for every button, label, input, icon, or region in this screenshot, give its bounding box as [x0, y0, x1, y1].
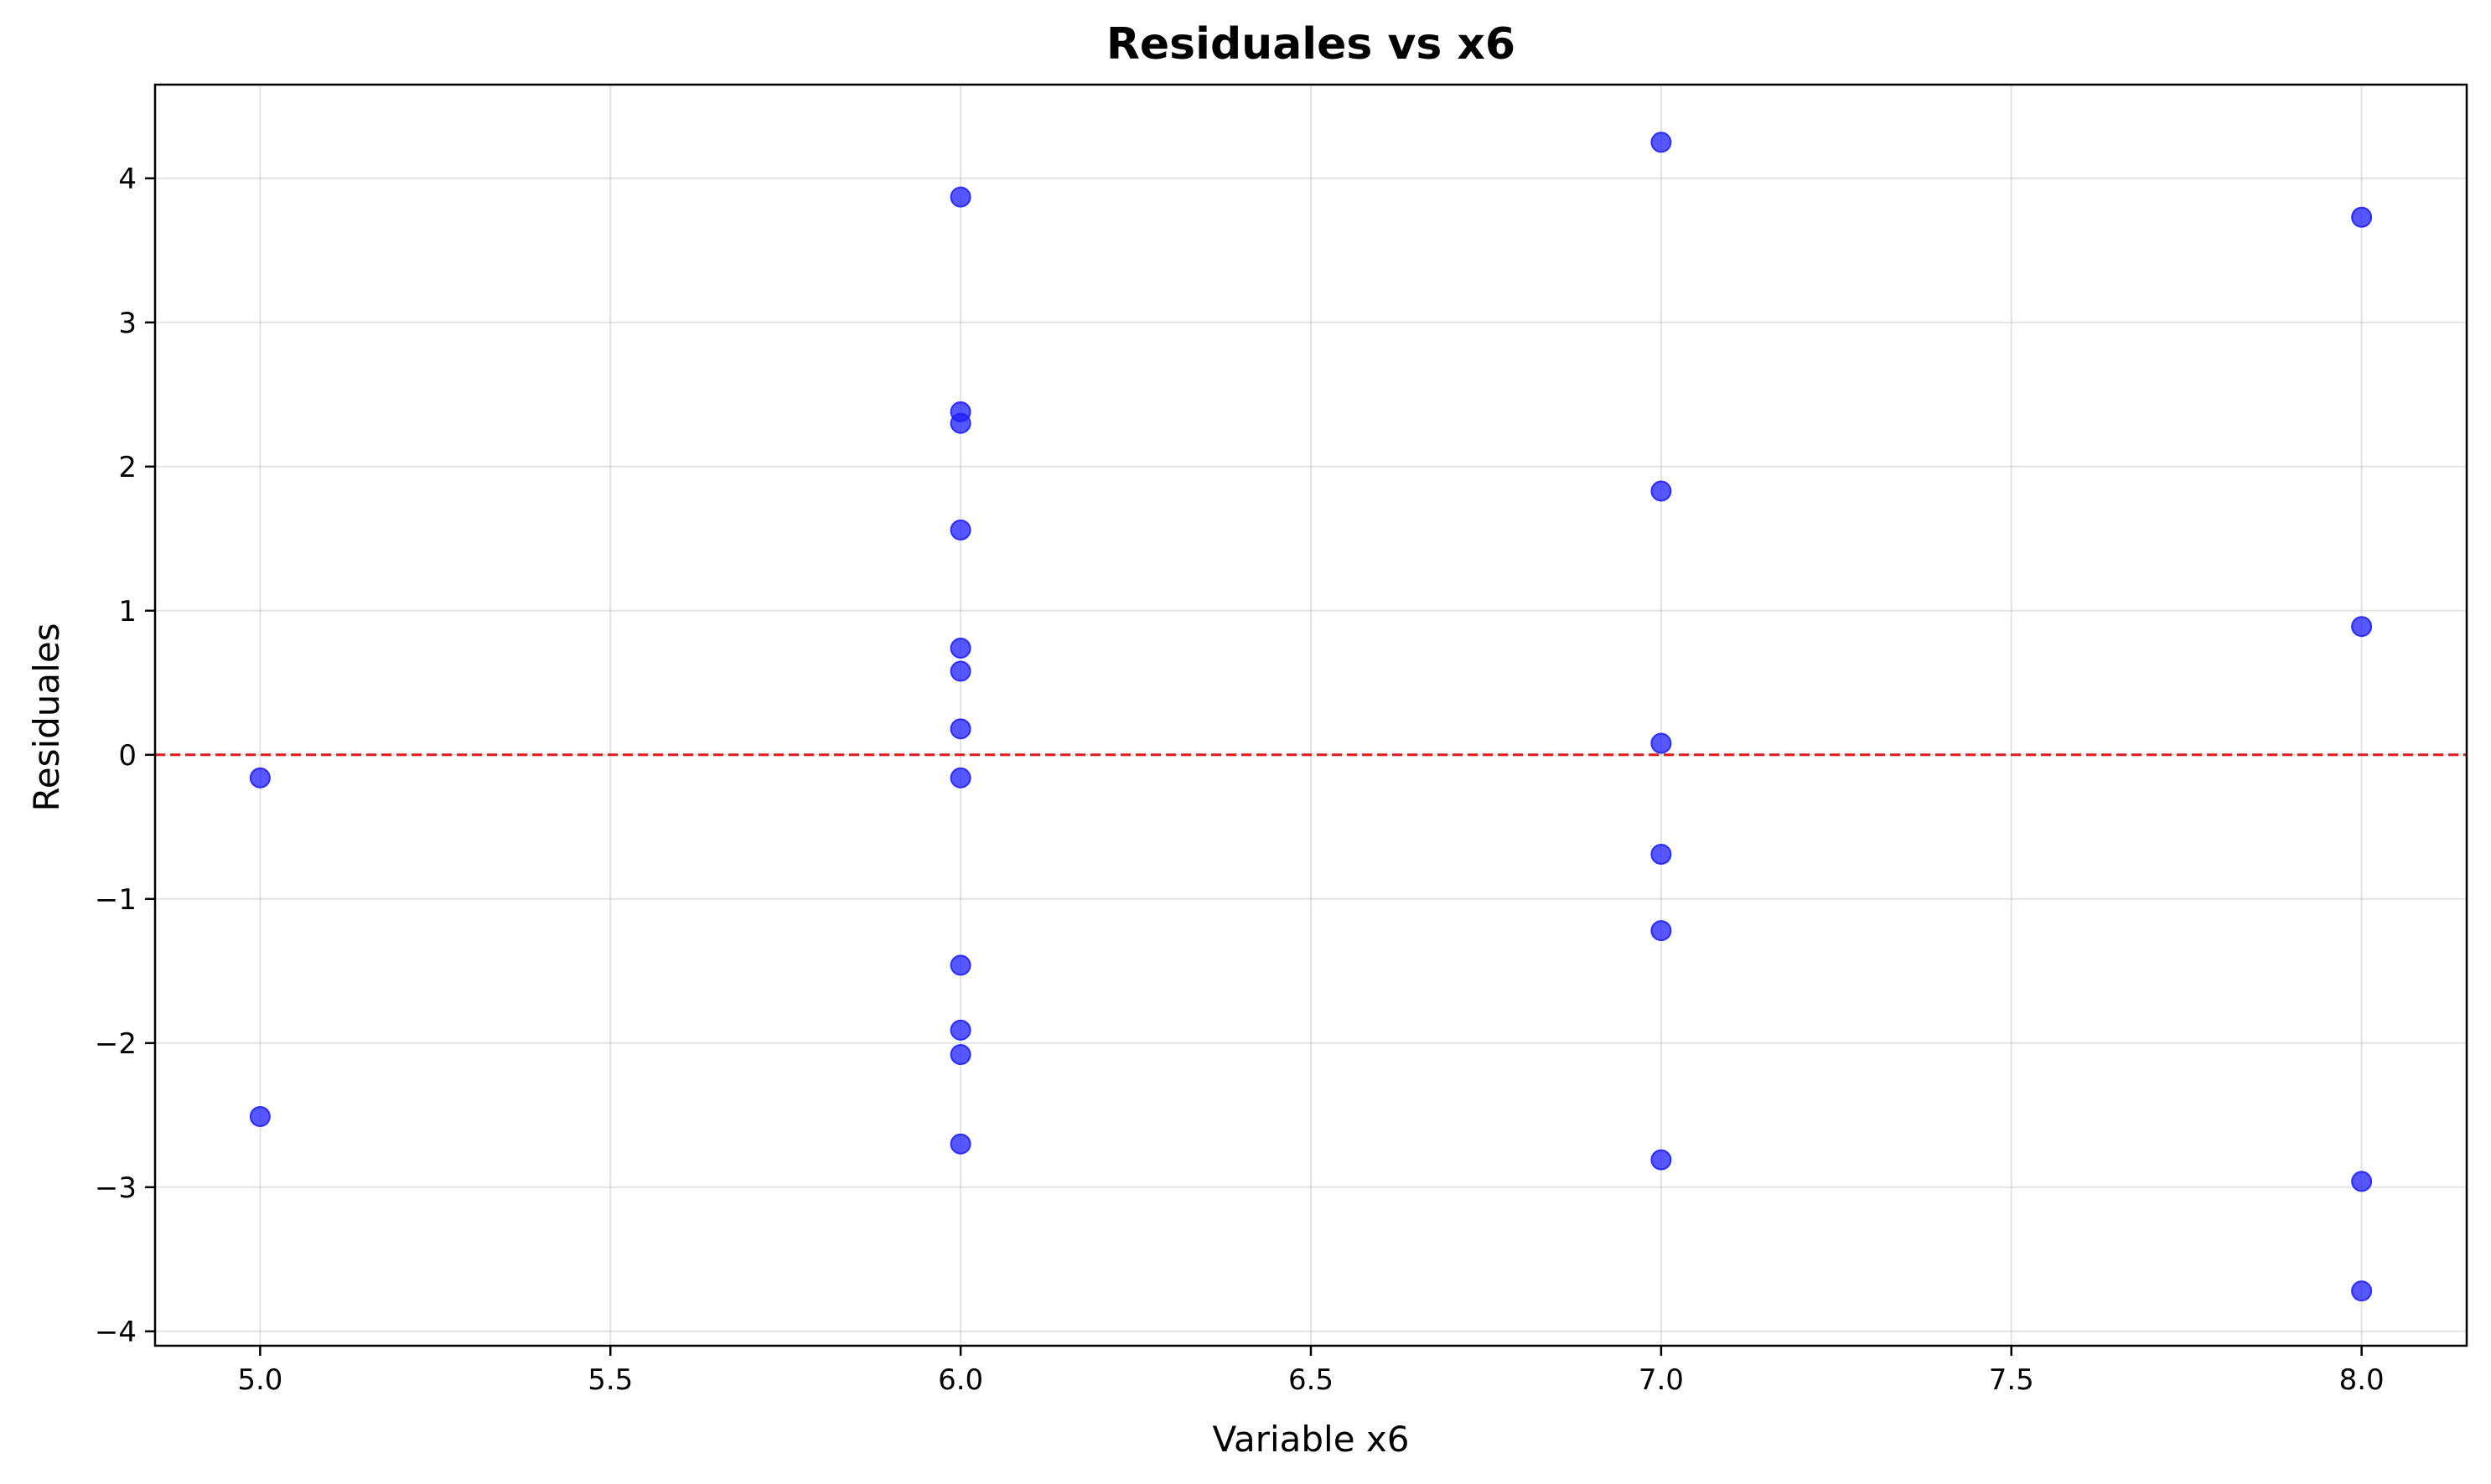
y-tick-label: 1 — [118, 595, 137, 628]
y-tick-label: −2 — [95, 1027, 137, 1061]
scatter-point — [2351, 616, 2373, 638]
x-axis-ticks: 5.0 5.5 6.0 6.5 7.0 7.5 8.0 — [237, 1346, 2385, 1397]
scatter-point — [950, 767, 971, 789]
scatter-point — [2351, 206, 2373, 228]
scatter-point — [950, 1044, 971, 1066]
y-tick-label: −1 — [95, 883, 137, 917]
scatter-point — [2351, 1280, 2373, 1302]
scatter-point — [950, 1133, 971, 1155]
y-axis-label: Residuales — [26, 623, 67, 811]
chart-title: Residuales vs x6 — [1106, 19, 1515, 70]
scatter-point — [950, 954, 971, 976]
x-tick-label: 7.5 — [1989, 1363, 2034, 1397]
x-tick-label: 5.0 — [237, 1363, 282, 1397]
scatter-point — [1650, 920, 1672, 942]
scatter-point — [950, 412, 971, 434]
x-tick-label: 5.5 — [588, 1363, 633, 1397]
scatter-point — [1650, 843, 1672, 865]
y-tick-label: 3 — [118, 307, 137, 340]
scatter-points — [249, 132, 2373, 1302]
scatter-point — [1650, 480, 1672, 502]
scatter-point — [950, 1019, 971, 1041]
scatter-point — [249, 767, 271, 789]
y-tick-label: 4 — [118, 163, 137, 196]
scatter-point — [950, 638, 971, 659]
scatter-point — [950, 186, 971, 208]
scatter-point — [249, 1106, 271, 1128]
x-tick-label: 6.0 — [938, 1363, 983, 1397]
scatter-point — [950, 718, 971, 740]
x-tick-label: 8.0 — [2339, 1363, 2385, 1397]
scatter-point — [1650, 1149, 1672, 1171]
scatter-point — [1650, 132, 1672, 153]
x-tick-label: 7.0 — [1639, 1363, 1684, 1397]
y-tick-label: −3 — [95, 1171, 137, 1205]
y-tick-label: −4 — [95, 1316, 137, 1349]
scatter-point — [2351, 1171, 2373, 1192]
scatter-point — [1650, 732, 1672, 754]
x-axis-label: Variable x6 — [1213, 1419, 1410, 1460]
y-tick-label: 0 — [118, 739, 137, 773]
scatter-point — [950, 660, 971, 682]
y-tick-label: 2 — [118, 451, 137, 484]
y-axis-ticks: −4 −3 −2 −1 0 1 2 3 4 — [95, 163, 155, 1349]
scatter-point — [950, 519, 971, 540]
x-tick-label: 6.5 — [1288, 1363, 1334, 1397]
